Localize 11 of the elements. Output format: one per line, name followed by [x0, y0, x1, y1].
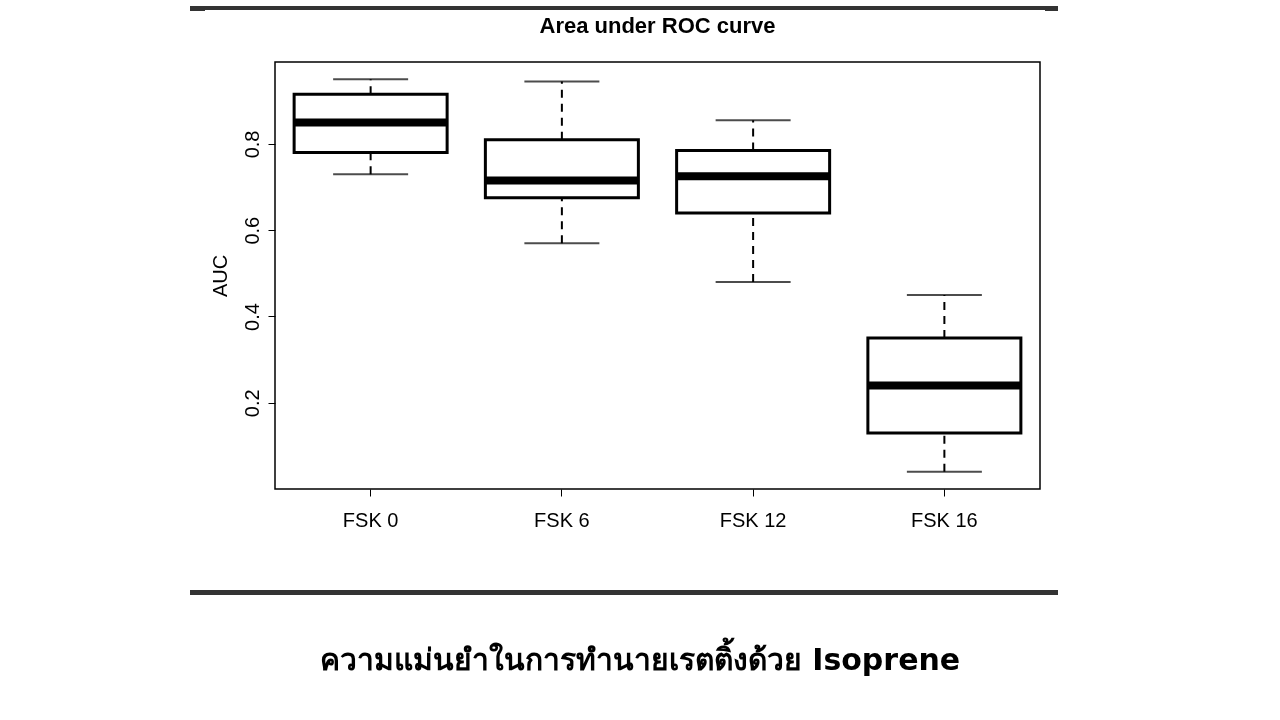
y-tick-label: 0.6 [240, 216, 263, 245]
x-tick-label: FSK 12 [719, 508, 787, 531]
x-tick-label: FSK 16 [911, 508, 978, 531]
text: ความแม่นยำในการทำนายเรตติ้งด้วย Isoprene [318, 636, 962, 679]
x-tick-label: FSK 6 [534, 508, 590, 531]
y-tick-label: 0.8 [240, 130, 263, 159]
y-tick-label: 0.4 [240, 303, 263, 331]
y-tick-label: 0.2 [240, 389, 263, 418]
y-axis-title: AUC [208, 254, 231, 298]
x-tick-label: FSK 0 [342, 508, 399, 531]
chart-title: Area under ROC curve [539, 13, 776, 38]
